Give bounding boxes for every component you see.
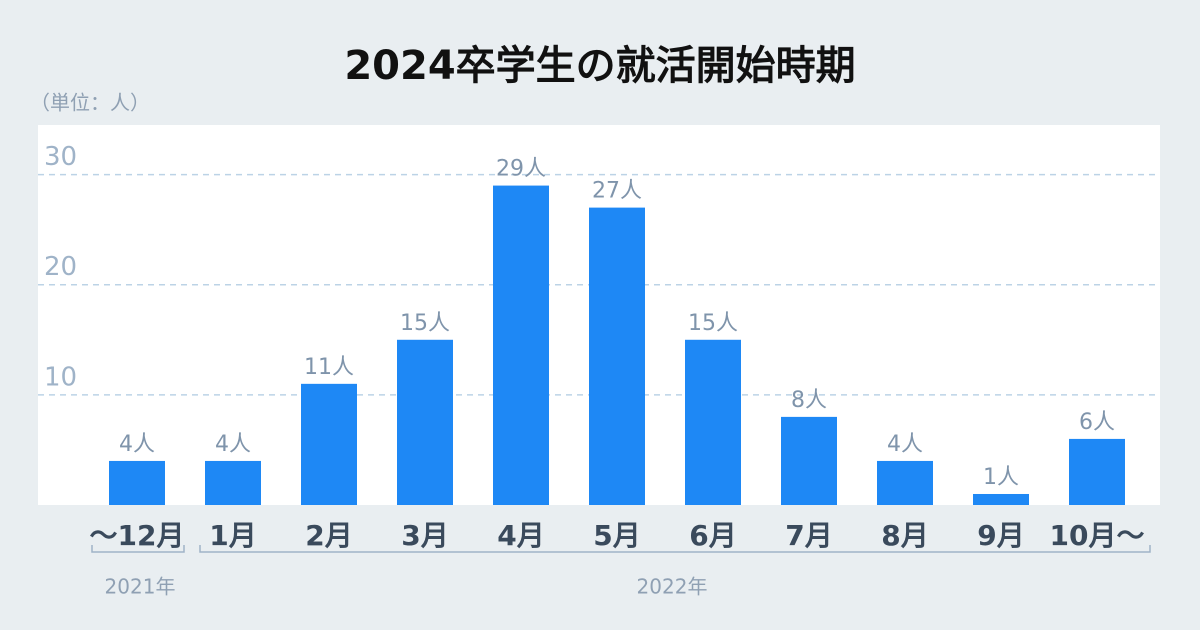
x-tick-label: 7月 [785,519,832,552]
bar [301,383,357,505]
value-label: 29人 [496,157,546,182]
bar [205,460,261,505]
bar [589,207,645,505]
chart-title: 2024卒学生の就活開始時期 [344,43,855,89]
bar [973,493,1029,505]
value-label: 11人 [304,355,354,380]
bar [1069,438,1125,505]
bar [877,460,933,505]
value-label: 8人 [791,388,827,413]
x-tick-label: 4月 [497,519,544,552]
bar [493,185,549,505]
x-tick-label: 3月 [401,519,448,552]
value-label: 4人 [887,432,923,457]
value-label: 15人 [400,311,450,336]
x-tick-label: 9月 [977,519,1024,552]
x-tick-label: 6月 [689,519,736,552]
year-bracket [91,545,185,553]
value-label: 6人 [1079,410,1115,435]
year-label: 2022年 [637,575,708,599]
bar [397,339,453,505]
x-tick-label: 〜12月 [90,519,185,552]
x-tick-label: 2月 [305,519,352,552]
unit-label: （単位：人） [30,91,150,115]
value-label: 4人 [119,432,155,457]
bar [685,339,741,505]
x-tick-label: 8月 [881,519,928,552]
year-label: 2021年 [105,575,176,599]
value-label: 1人 [983,465,1019,490]
x-tick-label: 10月〜 [1050,519,1145,552]
y-tick-label: 30 [44,142,77,172]
value-label: 27人 [592,179,642,204]
x-tick-label: 5月 [593,519,640,552]
x-tick-label: 1月 [209,519,256,552]
bar [781,416,837,505]
y-tick-label: 10 [44,362,77,392]
y-tick-label: 20 [44,252,77,282]
bar [109,460,165,505]
year-bracket [199,545,1151,553]
value-label: 15人 [688,311,738,336]
value-label: 4人 [215,432,251,457]
